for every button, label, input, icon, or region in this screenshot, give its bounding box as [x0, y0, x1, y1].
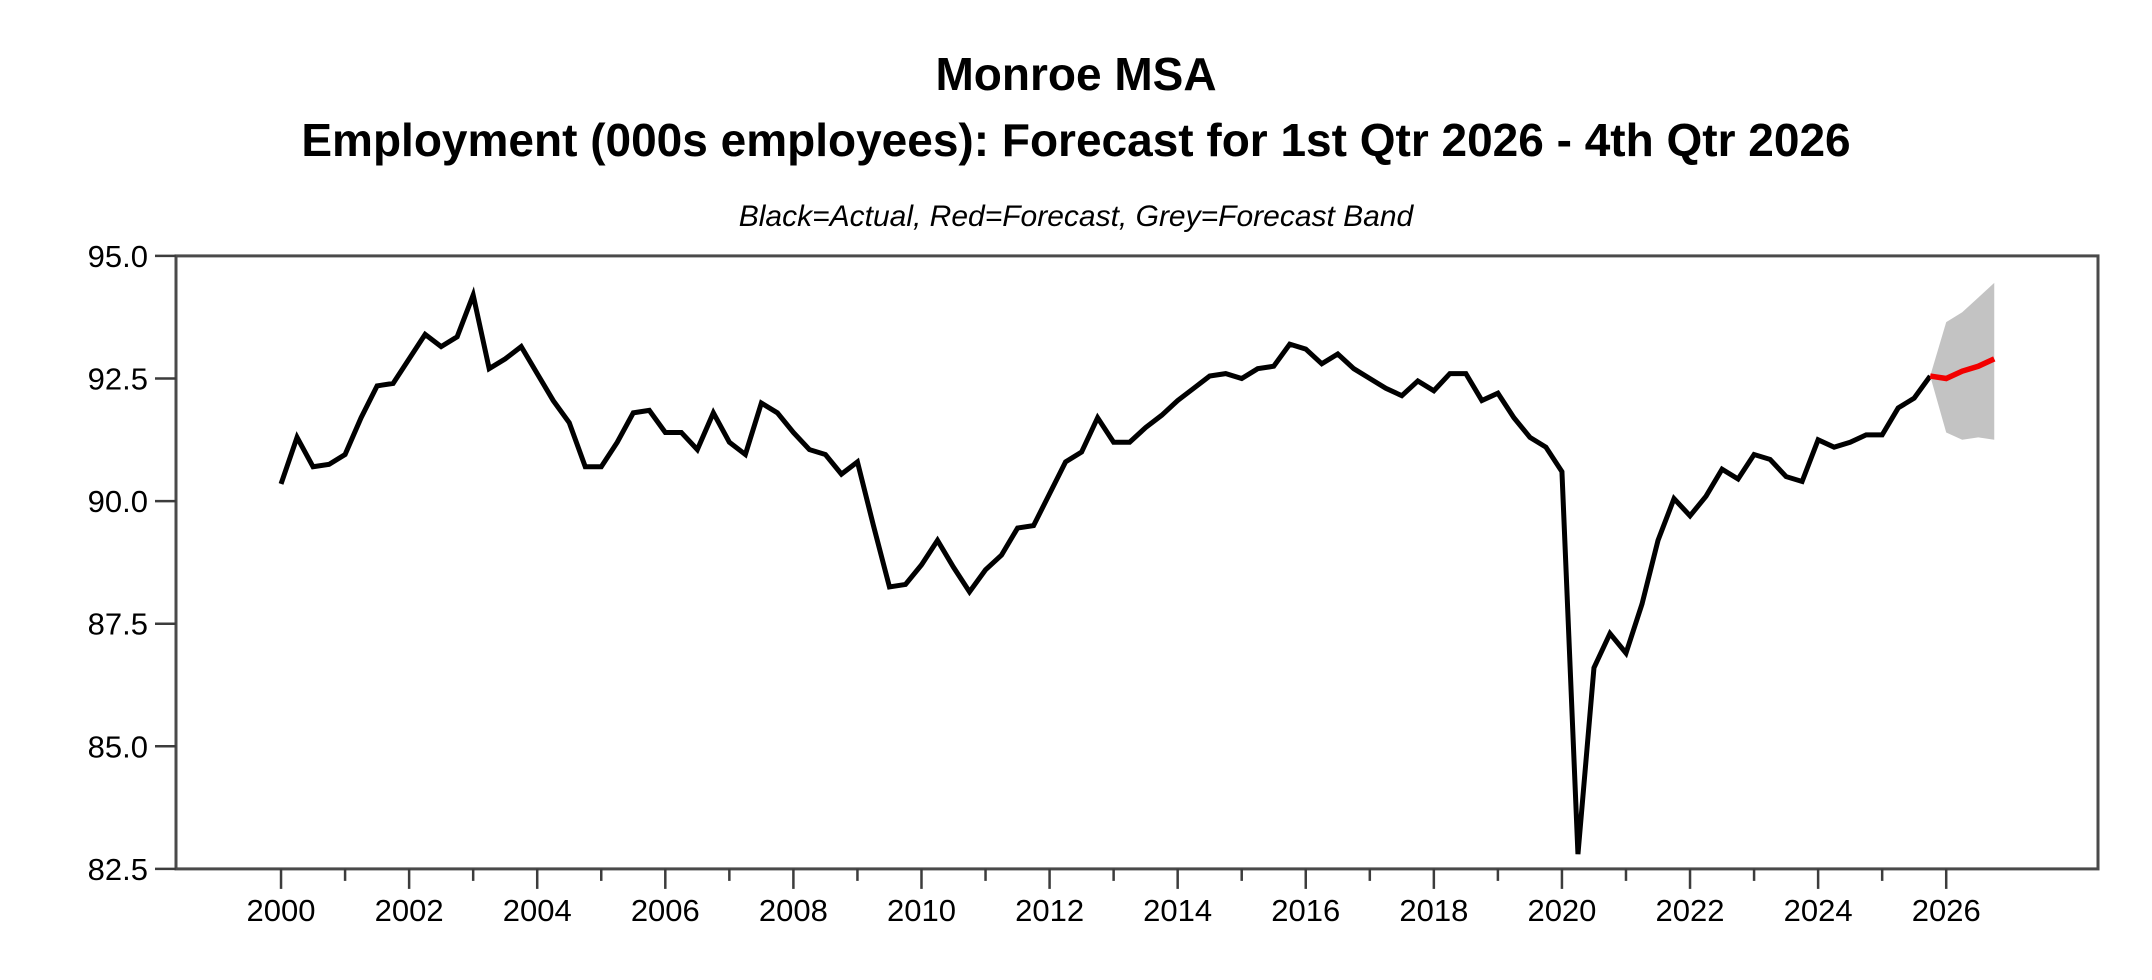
x-tick-label: 2004 — [503, 893, 572, 928]
plot-frame — [174, 254, 2100, 871]
forecast-band — [1930, 282, 1995, 440]
x-tick-label: 2002 — [375, 893, 444, 928]
series-layer — [278, 286, 1996, 855]
y-tick-label: 82.5 — [88, 852, 148, 887]
x-tick-label: 2022 — [1656, 893, 1725, 928]
chart-title-line1: Monroe MSA — [935, 48, 1216, 100]
axis-labels-layer: 95.0 92.5 90.0 87.5 85.0 82.5 2000 2002 2004 2006… — [88, 239, 1981, 928]
x-tick-label: 2008 — [759, 893, 828, 928]
chart-subtitle: Black=Actual, Red=Forecast, Grey=Forecas… — [739, 200, 1415, 233]
x-tick-label: 2026 — [1912, 893, 1981, 928]
forecast-series-line — [1929, 356, 1996, 382]
x-tick-label: 2014 — [1143, 893, 1212, 928]
y-tick-label: 90.0 — [88, 484, 148, 519]
axis-ticks-layer — [155, 254, 1948, 889]
actual-series-line — [278, 286, 1933, 855]
x-tick-label: 2016 — [1271, 893, 1340, 928]
y-tick-label: 92.5 — [88, 362, 148, 397]
x-tick-label: 2024 — [1784, 893, 1853, 928]
x-tick-label: 2010 — [887, 893, 956, 928]
x-tick-label: 2006 — [631, 893, 700, 928]
x-tick-label: 2018 — [1399, 893, 1468, 928]
plot-frame-layer — [174, 254, 2100, 871]
x-tick-label: 2020 — [1527, 893, 1596, 928]
x-tick-label: 2000 — [247, 893, 316, 928]
chart-title-line2: Employment (000s employees): Forecast fo… — [301, 114, 1850, 166]
y-tick-label: 85.0 — [88, 729, 148, 764]
y-tick-label: 87.5 — [88, 607, 148, 642]
x-tick-label: 2012 — [1015, 893, 1084, 928]
y-tick-label: 95.0 — [88, 239, 148, 274]
forecast-band-layer — [1930, 282, 1995, 440]
